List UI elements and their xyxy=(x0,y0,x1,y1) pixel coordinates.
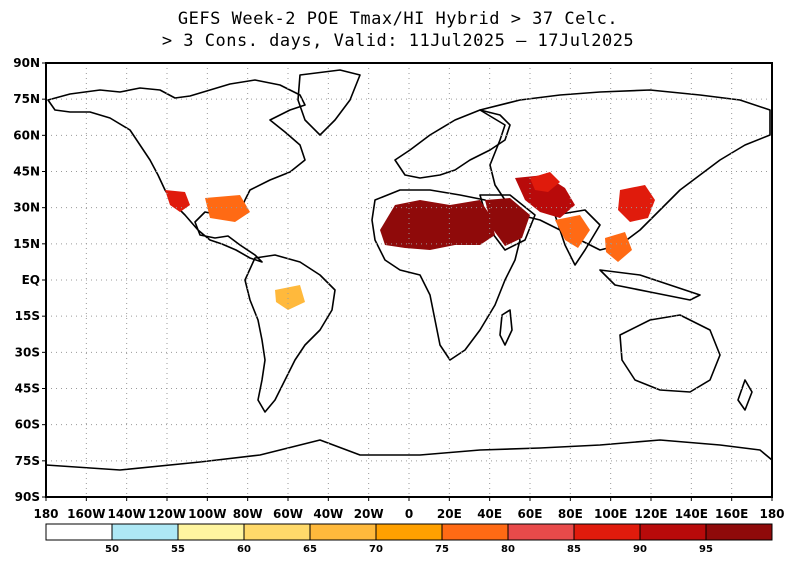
asia-outline xyxy=(479,89,771,251)
longitude-label: 40E xyxy=(477,507,502,521)
longitude-label: 100E xyxy=(594,507,627,521)
colorbar-segment xyxy=(111,523,179,541)
colorbar-segment xyxy=(507,523,575,541)
latitude-label: 60S xyxy=(15,418,40,432)
colorbar-segment xyxy=(705,523,773,541)
latitude-label: 45N xyxy=(13,165,40,179)
latitude-label: 30S xyxy=(15,345,40,359)
south-america-heat-region xyxy=(275,285,305,310)
longitude-label: 20W xyxy=(354,507,384,521)
longitude-label: 120E xyxy=(634,507,667,521)
longitude-label: 140W xyxy=(108,507,146,521)
colorbar-segment xyxy=(45,523,113,541)
colorbar-label: 65 xyxy=(303,544,317,555)
se-asia-heat-region xyxy=(605,232,632,262)
latitude-label: 90S xyxy=(15,490,40,504)
new-zealand-outline xyxy=(737,379,753,411)
colorbar-label: 80 xyxy=(501,544,515,555)
colorbar-segment xyxy=(177,523,245,541)
europe-outline xyxy=(394,109,511,179)
colorbar-label: 70 xyxy=(369,544,383,555)
greenland-outline xyxy=(297,69,361,136)
longitude-label: 80W xyxy=(233,507,263,521)
indonesia-outline xyxy=(599,269,701,301)
india-heat-region xyxy=(555,215,590,248)
latitude-label: EQ xyxy=(22,273,40,287)
map-title-line-2: > 3 Cons. days, Valid: 11Jul2025 – 17Jul… xyxy=(161,31,635,51)
colorbar-segment xyxy=(573,523,641,541)
longitude-label: 140E xyxy=(675,507,708,521)
colorbar-segment xyxy=(639,523,707,541)
china-heat-region xyxy=(618,185,655,222)
latitude-label: 15N xyxy=(13,237,40,251)
longitude-label: 100W xyxy=(188,507,226,521)
us-southeast-heat-region xyxy=(205,195,250,222)
latitude-label: 75S xyxy=(15,454,40,468)
middle-east-heat-region xyxy=(515,175,575,218)
colorbar-label: 60 xyxy=(237,544,251,555)
colorbar-segment xyxy=(441,523,509,541)
colorbar-segment xyxy=(375,523,443,541)
longitude-label: 160W xyxy=(67,507,105,521)
longitude-label: 0 xyxy=(405,507,413,521)
longitude-label: 40W xyxy=(313,507,343,521)
longitude-labels: 180 160W 140W 120W 100W 80W 60W 40W 20W 0 20E 40E 60… xyxy=(33,507,784,521)
longitude-label: 120W xyxy=(148,507,186,521)
latitude-label: 15S xyxy=(15,309,40,323)
south-america-outline xyxy=(244,254,336,413)
colorbar-segment xyxy=(309,523,377,541)
latitude-label: 75N xyxy=(13,92,40,106)
arabia-heat-region xyxy=(485,198,530,246)
longitude-label: 180 xyxy=(759,507,784,521)
longitude-label: 20E xyxy=(437,507,462,521)
heat-probability-shading xyxy=(165,172,655,310)
latitude-label: 45S xyxy=(15,382,40,396)
latitude-label: 60N xyxy=(13,128,40,142)
us-southwest-heat-region xyxy=(165,190,190,212)
colorbar-label: 75 xyxy=(435,544,449,555)
colorbar-segment xyxy=(243,523,311,541)
sahara-heat-region xyxy=(380,200,495,250)
colorbar-label: 85 xyxy=(567,544,581,555)
latitude-labels: 90N 75N 60N 45N 30N 15N EQ 15S 30S 45S 60S 75S 90S xyxy=(13,56,46,504)
longitude-label: 60E xyxy=(518,507,543,521)
colorbar-label: 50 xyxy=(105,544,119,555)
longitude-label: 180 xyxy=(33,507,58,521)
central-asia-heat-region xyxy=(530,172,560,192)
latitude-label: 30N xyxy=(13,201,40,215)
graticule xyxy=(46,63,772,497)
colorbar-labels: 50 55 60 65 70 75 80 85 90 95 xyxy=(105,544,713,555)
colorbar xyxy=(45,523,773,541)
australia-outline xyxy=(619,314,721,393)
longitude-label: 80E xyxy=(558,507,583,521)
colorbar-label: 95 xyxy=(699,544,713,555)
africa-outline xyxy=(371,189,521,361)
longitude-label: 60W xyxy=(273,507,303,521)
longitude-label: 160E xyxy=(715,507,748,521)
india-outline xyxy=(554,209,601,266)
longitude-ticks xyxy=(45,497,773,501)
madagascar-outline xyxy=(499,309,513,346)
map-title-line-1: GEFS Week-2 POE Tmax/HI Hybrid > 37 Celc… xyxy=(177,9,619,29)
latitude-label: 90N xyxy=(13,56,40,70)
colorbar-label: 55 xyxy=(171,544,185,555)
colorbar-label: 90 xyxy=(633,544,647,555)
